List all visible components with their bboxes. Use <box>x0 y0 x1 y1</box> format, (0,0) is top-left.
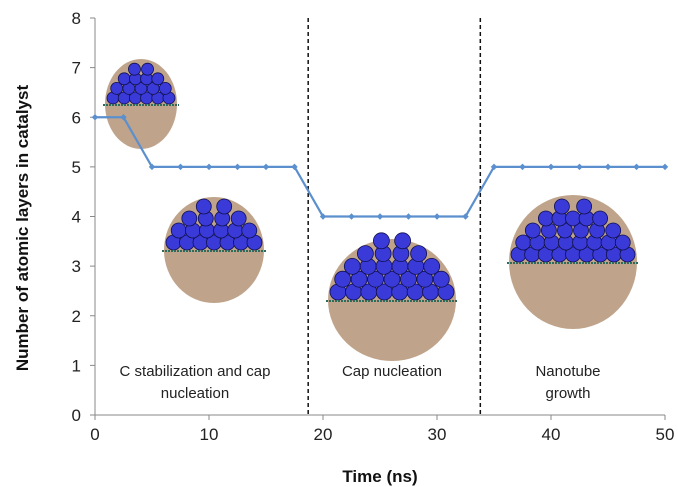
data-point <box>205 163 213 171</box>
x-tick-label: 40 <box>542 425 561 444</box>
phase-label: nucleation <box>161 385 229 402</box>
atom <box>216 198 233 215</box>
labels: C stabilization and cap nucleation Cap nuc… <box>120 363 601 402</box>
phase-label: Cap nucleation <box>342 363 442 380</box>
data-point <box>604 163 612 171</box>
catalyst-particle-nanotube <box>507 195 639 329</box>
atom <box>565 210 581 227</box>
y-tick-label: 3 <box>72 257 81 276</box>
atom <box>151 72 165 86</box>
atom <box>524 222 541 239</box>
atom <box>537 210 554 227</box>
y-tick-label: 2 <box>72 307 81 326</box>
atom <box>230 210 247 227</box>
y-tick-label: 5 <box>72 158 81 177</box>
data-point <box>661 163 669 171</box>
atom <box>241 222 258 239</box>
data-point <box>234 163 241 171</box>
atom <box>576 198 593 215</box>
atom <box>592 210 609 227</box>
data-point <box>348 213 355 220</box>
atom <box>605 222 622 239</box>
x-tick-label: 20 <box>314 425 333 444</box>
data-point <box>262 163 270 171</box>
phase-label: C stabilization and cap <box>120 363 271 380</box>
atom <box>181 210 198 227</box>
atom <box>141 62 154 76</box>
data-point <box>120 114 127 121</box>
atom <box>117 72 131 86</box>
series <box>91 114 669 220</box>
y-tick-label: 1 <box>72 356 81 375</box>
x-tick-label: 0 <box>90 425 99 444</box>
y-tick-label: 0 <box>72 406 81 425</box>
atom <box>343 257 361 275</box>
y-tick-label: 7 <box>72 59 81 78</box>
data-point <box>177 163 184 171</box>
atom <box>515 234 532 251</box>
data-point <box>291 163 298 171</box>
atom <box>410 245 428 263</box>
y-tick-label: 6 <box>72 108 81 127</box>
atom <box>423 257 441 275</box>
catalyst-particle-5-layers <box>162 197 266 303</box>
atom <box>432 270 450 288</box>
y-tick-label: 4 <box>72 208 81 227</box>
atom <box>553 198 570 215</box>
data-point <box>490 163 498 171</box>
atom <box>383 270 401 288</box>
x-tick-label: 30 <box>428 425 447 444</box>
data-point <box>576 163 583 171</box>
atom <box>170 222 187 239</box>
data-point <box>148 163 156 171</box>
atom <box>158 82 172 95</box>
atom <box>372 232 390 250</box>
insets <box>103 59 639 361</box>
atom <box>334 270 352 288</box>
data-point <box>405 213 412 220</box>
data-point <box>547 163 555 171</box>
data-point <box>519 163 526 171</box>
data-point <box>433 213 441 220</box>
data-point <box>91 114 99 121</box>
atom <box>614 234 631 251</box>
y-tick-label: 8 <box>72 9 81 28</box>
data-point <box>376 213 384 220</box>
atom <box>394 232 412 250</box>
data-point <box>633 163 640 171</box>
atom <box>356 245 374 263</box>
phase-label: Nanotube <box>535 363 600 380</box>
atom <box>128 62 141 76</box>
atom <box>367 270 384 288</box>
x-axis-title: Time (ns) <box>342 467 417 486</box>
axes: 0 1 2 3 4 5 6 7 8 0 10 20 30 40 50 <box>72 9 675 444</box>
atom <box>195 198 212 215</box>
catalyst-particle-6-layers <box>103 59 179 149</box>
data-point <box>462 213 469 220</box>
catalyst-particle-4-layers <box>326 232 458 361</box>
x-tick-label: 50 <box>656 425 675 444</box>
x-tick-label: 10 <box>200 425 219 444</box>
atom <box>400 270 417 288</box>
y-axis-title: Number of atomic layers in catalyst <box>13 85 32 372</box>
data-point <box>319 213 327 220</box>
phase-label: growth <box>545 385 590 402</box>
